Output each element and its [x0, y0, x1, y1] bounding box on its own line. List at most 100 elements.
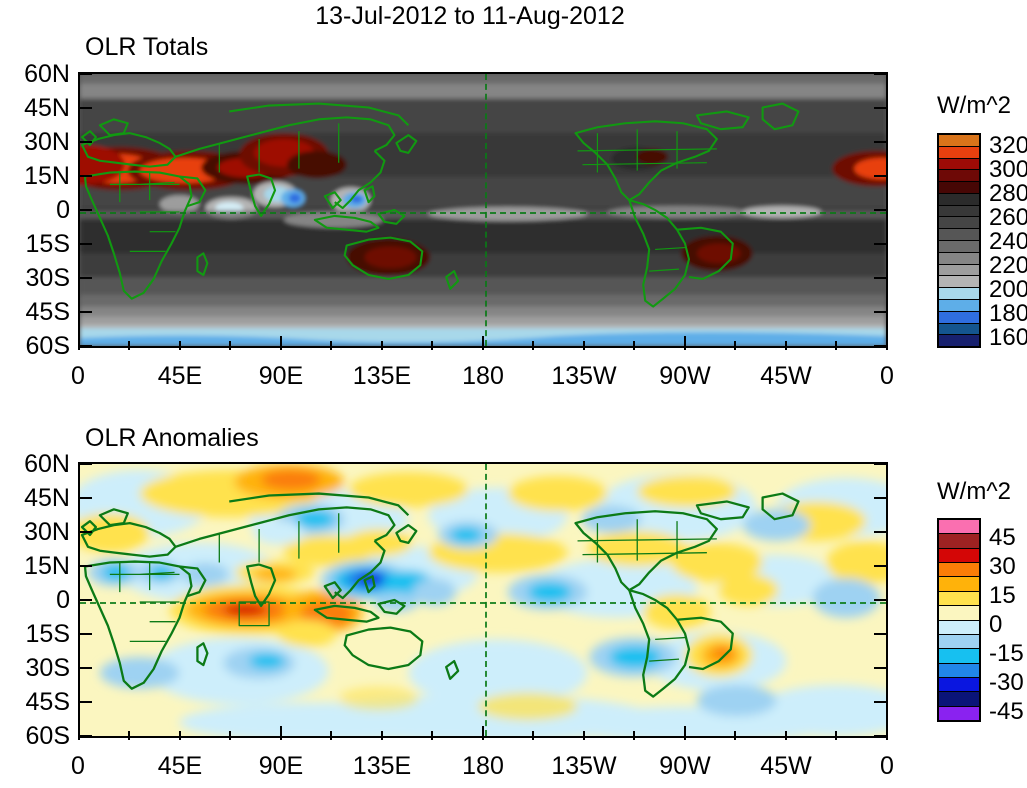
xtick-label-135w-totals: 135W [551, 362, 617, 390]
cbar-tick-260: 260 [989, 204, 1027, 231]
ytick-label-0-anom: 0 [56, 586, 70, 614]
ytick-label-60s-anom: 60S [25, 722, 70, 750]
colorbar-anomalies-band-1 [939, 534, 979, 549]
ytick-label-60s-totals: 60S [25, 332, 70, 360]
xtick-label-0-totals: 0 [71, 362, 85, 390]
colorbar-anomalies-band-9 [939, 649, 979, 664]
map-olr-totals[interactable] [78, 72, 888, 348]
colorbar-totals-band-10 [939, 252, 979, 265]
colorbar-totals-band-7 [939, 217, 979, 230]
colorbar-totals-band-11 [939, 264, 979, 277]
xtick-label-45w-totals: 45W [760, 362, 812, 390]
equator-line-totals [80, 212, 886, 214]
cbar-tick-280: 280 [989, 180, 1027, 207]
xtick-label-180-anom: 180 [462, 752, 504, 780]
cbar-tick-0: 0 [989, 611, 1003, 638]
colorbar-totals-band-6 [939, 205, 979, 218]
colorbar-totals-band-15 [939, 311, 979, 324]
colorbar-totals-band-12 [939, 276, 979, 289]
cbar-tick-240: 240 [989, 228, 1027, 255]
figure-title: 13-Jul-2012 to 11-Aug-2012 [315, 2, 625, 30]
cbar-tick-m15: -15 [989, 640, 1024, 667]
colorbar-totals-band-5 [939, 193, 979, 206]
xtick-label-135w-anom: 135W [551, 752, 617, 780]
colorbar-totals-band-9 [939, 241, 979, 253]
panel-title-olr-anomalies: OLR Anomalies [85, 424, 259, 452]
cbar-tick-p30: 30 [989, 553, 1016, 580]
cbar-tick-220: 220 [989, 252, 1027, 279]
cbar-tick-160: 160 [989, 324, 1027, 351]
colorbar-totals-band-13 [939, 288, 979, 300]
xtick-label-360-totals: 0 [880, 362, 894, 390]
cbar-tick-m45: -45 [989, 698, 1024, 725]
xtick-label-180-totals: 180 [462, 362, 504, 390]
colorbar-totals-band-3 [939, 170, 979, 183]
xtick-label-90w-anom: 90W [659, 752, 711, 780]
colorbar-anomalies-band-6 [939, 606, 979, 621]
ytick-label-30s-totals: 30S [25, 264, 70, 292]
colorbar-unit-totals: W/m^2 [937, 92, 1011, 119]
ytick-label-60n-totals: 60N [24, 60, 70, 88]
colorbar-anomalies-band-12 [939, 692, 979, 707]
colorbar-totals-band-16 [939, 323, 979, 336]
colorbar-totals-band-14 [939, 299, 979, 312]
cbar-tick-p15: 15 [989, 582, 1016, 609]
colorbar-totals-band-0 [939, 135, 979, 147]
ytick-label-15n-totals: 15N [24, 162, 70, 190]
cbar-tick-180: 180 [989, 300, 1027, 327]
cbar-tick-p45: 45 [989, 524, 1016, 551]
colorbar-totals-band-8 [939, 229, 979, 242]
ytick-label-15s-totals: 15S [25, 230, 70, 258]
ytick-label-45n-totals: 45N [24, 94, 70, 122]
ytick-label-45s-totals: 45S [25, 298, 70, 326]
xtick-label-360-anom: 0 [880, 752, 894, 780]
cbar-tick-200: 200 [989, 276, 1027, 303]
ytick-label-15s-anom: 15S [25, 620, 70, 648]
ytick-label-30n-anom: 30N [24, 518, 70, 546]
equator-line-anomalies [80, 602, 886, 604]
colorbar-totals-band-2 [939, 158, 979, 171]
ytick-label-0-totals: 0 [56, 196, 70, 224]
colorbar-anomalies-band-11 [939, 677, 979, 693]
colorbar-anomalies-band-0 [939, 520, 979, 535]
coastlines-olr-totals [80, 102, 800, 308]
ytick-label-60n-anom: 60N [24, 450, 70, 478]
colorbar-anomalies-band-7 [939, 620, 979, 635]
colorbar-olr-totals [937, 133, 981, 348]
ytick-label-45s-anom: 45S [25, 688, 70, 716]
cbar-tick-320: 320 [989, 132, 1027, 159]
colorbar-anomalies-band-10 [939, 663, 979, 678]
xtick-label-45e-totals: 45E [157, 362, 203, 390]
colorbar-totals-band-4 [939, 182, 979, 194]
xtick-label-0-anom: 0 [71, 752, 85, 780]
colorbar-totals-band-17 [939, 335, 979, 347]
meridian-line-totals [485, 74, 487, 346]
colorbar-anomalies-band-3 [939, 563, 979, 578]
xtick-label-135e-totals: 135E [352, 362, 412, 390]
xtick-label-90e-anom: 90E [258, 752, 304, 780]
ytick-label-30s-anom: 30S [25, 654, 70, 682]
colorbar-anomalies-band-13 [939, 706, 979, 721]
colorbar-anomalies-band-5 [939, 591, 979, 607]
colorbar-anomalies-band-2 [939, 548, 979, 564]
cbar-tick-300: 300 [989, 156, 1027, 183]
panel-title-olr-totals: OLR Totals [85, 33, 209, 61]
map-field-olr-totals [80, 74, 886, 346]
xtick-label-45e-anom: 45E [157, 752, 203, 780]
meridian-line-anomalies [485, 464, 487, 736]
ytick-label-15n-anom: 15N [24, 552, 70, 580]
xtick-label-135e-anom: 135E [352, 752, 412, 780]
xtick-label-90e-totals: 90E [258, 362, 304, 390]
colorbar-totals-band-1 [939, 146, 979, 159]
colorbar-anomalies-band-4 [939, 577, 979, 592]
ytick-label-45n-anom: 45N [24, 484, 70, 512]
coastlines-olr-anomalies [80, 492, 800, 698]
map-olr-anomalies[interactable] [78, 462, 888, 738]
colorbar-unit-anomalies: W/m^2 [937, 478, 1011, 505]
cbar-tick-m30: -30 [989, 669, 1024, 696]
colorbar-anomalies-band-8 [939, 634, 979, 650]
ytick-label-30n-totals: 30N [24, 128, 70, 156]
colorbar-olr-anomalies [937, 518, 981, 722]
xtick-label-90w-totals: 90W [659, 362, 711, 390]
